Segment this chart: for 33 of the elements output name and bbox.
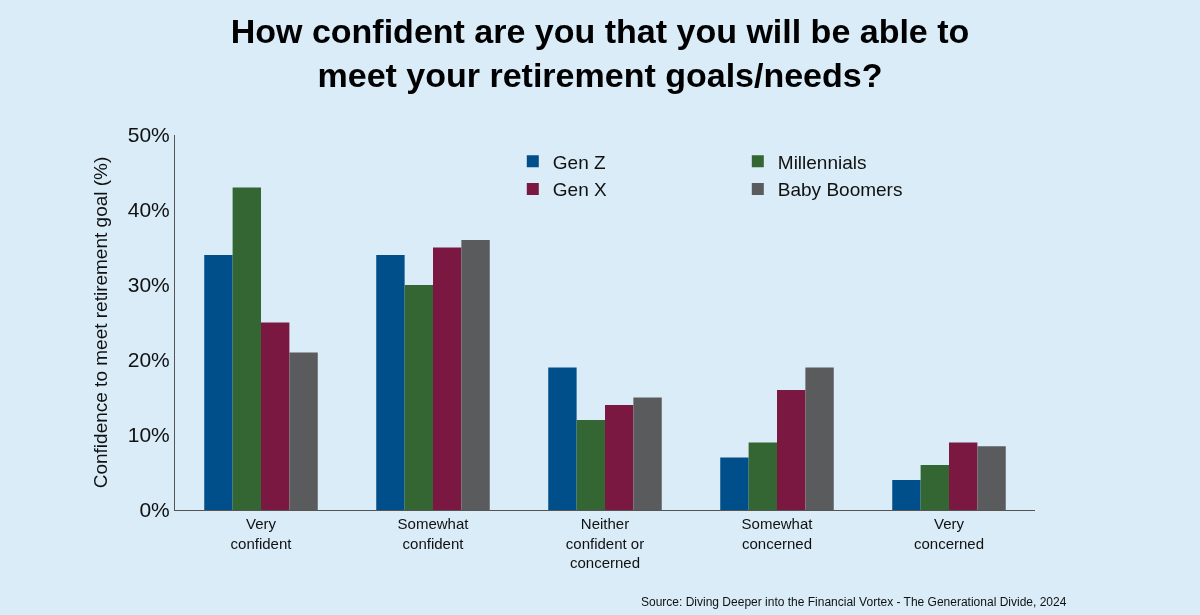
y-tick-label: 40% bbox=[127, 198, 170, 222]
x-tick-label: Neither confident or concerned bbox=[565, 515, 645, 571]
bar bbox=[892, 480, 921, 510]
legend-label: Gen Z bbox=[552, 151, 606, 173]
chart-title: How confident are you that you will be able to meet your retirement goals/needs? bbox=[230, 12, 970, 95]
y-tick-label: 10% bbox=[127, 423, 170, 447]
bar bbox=[920, 465, 949, 510]
x-tick-label: Somewhat confident bbox=[397, 515, 470, 552]
bar bbox=[204, 255, 233, 510]
legend-label: Millennials bbox=[777, 151, 867, 173]
y-tick-label: 50% bbox=[127, 123, 170, 147]
x-tick-label: Somewhat concerned bbox=[741, 515, 814, 552]
y-tick-label: 0% bbox=[139, 498, 170, 522]
bar bbox=[720, 457, 749, 510]
bar bbox=[261, 322, 290, 510]
y-tick-label: 30% bbox=[127, 273, 170, 297]
legend-label: Baby Boomers bbox=[777, 179, 903, 201]
y-axis-title: Confidence to meet retirement goal (%) bbox=[89, 156, 111, 489]
bar bbox=[777, 390, 806, 510]
source-note: Source: Diving Deeper into the Financial Vortex - The Generational Divide, 2024 bbox=[641, 595, 1067, 609]
bar bbox=[433, 247, 462, 510]
bar bbox=[949, 442, 978, 510]
bar bbox=[605, 405, 634, 510]
x-tick-label: Very confident bbox=[230, 515, 293, 552]
bar bbox=[376, 255, 405, 510]
bar bbox=[748, 442, 777, 510]
bar bbox=[548, 367, 577, 510]
x-tick-label: Very concerned bbox=[913, 515, 985, 552]
bar bbox=[232, 187, 261, 510]
bar bbox=[404, 285, 433, 510]
bar bbox=[576, 420, 605, 510]
y-tick-label: 20% bbox=[127, 348, 170, 372]
legend-label: Gen X bbox=[552, 179, 607, 201]
